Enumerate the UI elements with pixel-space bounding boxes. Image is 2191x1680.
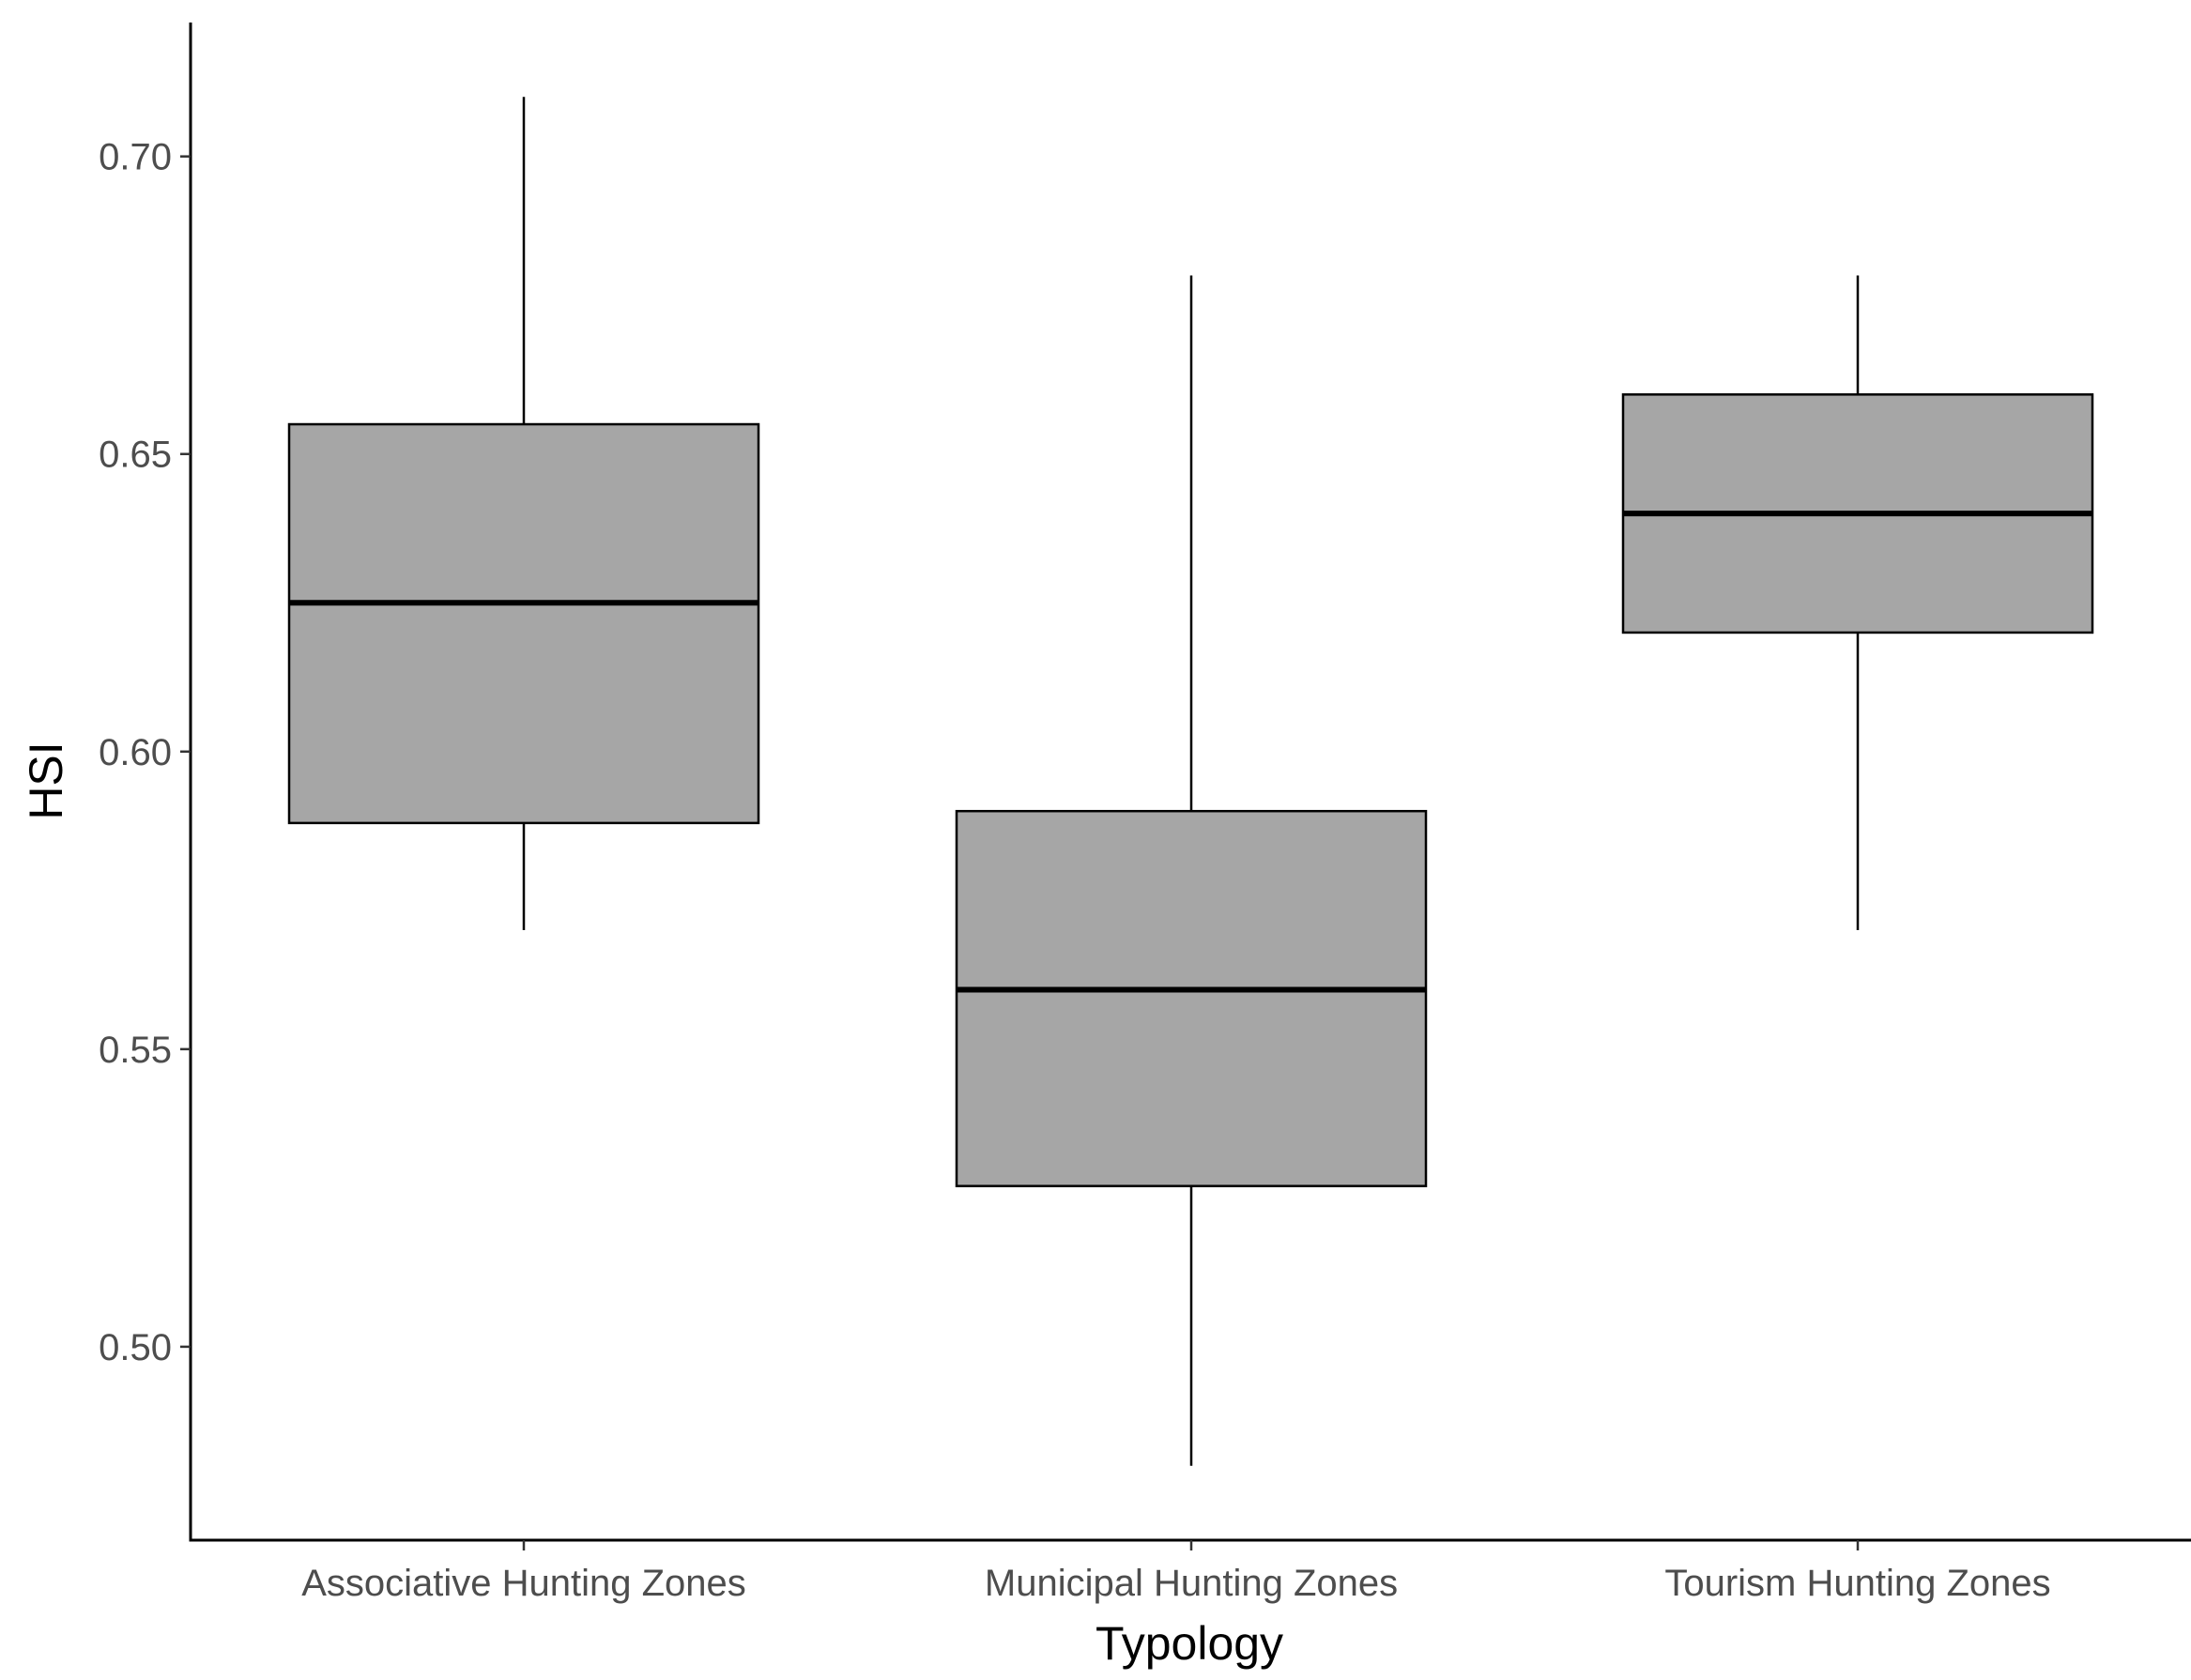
x-tick-label: Municipal Hunting Zones: [985, 1563, 1398, 1604]
x-tick-label: Associative Hunting Zones: [301, 1563, 746, 1604]
box-group: [955, 275, 1428, 1466]
x-axis-ticks: Associative Hunting Zones Municipal Hunti…: [301, 1540, 2051, 1604]
y-tick-label: 0.55: [99, 1030, 172, 1071]
box-group: [1621, 275, 2094, 931]
y-axis-title: HSI: [20, 741, 72, 819]
box-group: [287, 97, 760, 931]
y-tick-label: 0.60: [99, 732, 172, 773]
plot-area: [287, 97, 2094, 1466]
iqr-box: [955, 809, 1428, 1187]
x-tick-label: Tourism Hunting Zones: [1664, 1563, 2050, 1604]
y-tick-label: 0.70: [99, 137, 172, 178]
iqr-box: [287, 422, 760, 825]
y-axis-ticks: 0.50 0.55 0.60 0.65 0.70: [99, 137, 191, 1368]
y-tick-label: 0.50: [99, 1327, 172, 1368]
x-axis-title: Typology: [1096, 1617, 1283, 1670]
y-tick-label: 0.65: [99, 435, 172, 476]
